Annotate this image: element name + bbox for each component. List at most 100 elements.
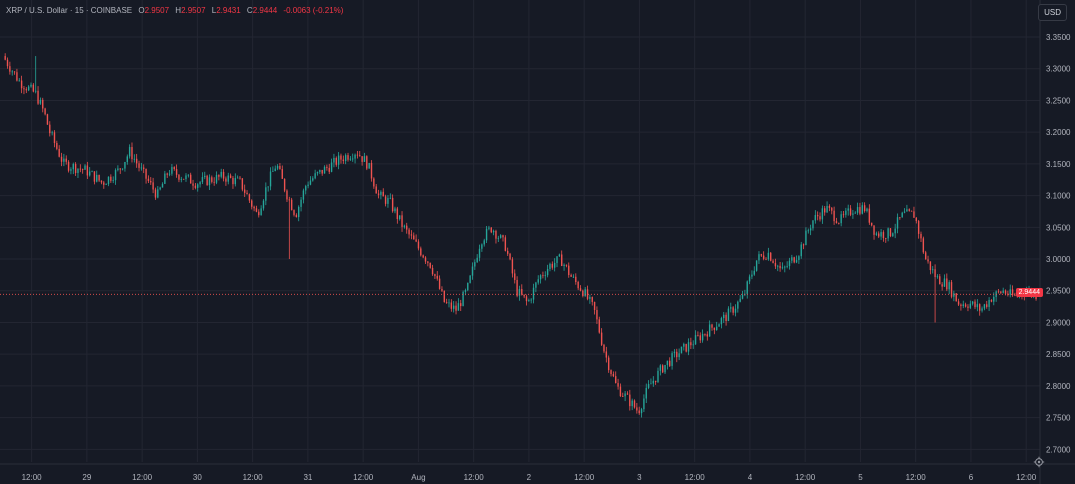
candle-body (708, 324, 711, 337)
candle-body (511, 259, 514, 274)
x-axis[interactable]: 12:00 29 12:00 30 12:00 31 12:00 Aug 12:00 2 12:00… (0, 463, 1075, 482)
candle-body (589, 297, 591, 299)
candle-body (30, 84, 32, 87)
candle-body (452, 305, 455, 309)
candle-body (347, 155, 349, 160)
candle-body (6, 59, 9, 67)
candle-body (194, 185, 197, 188)
candle-body (387, 198, 389, 204)
x-tick-label: Aug (411, 473, 425, 482)
candle-body (159, 187, 161, 190)
candle-body (96, 174, 98, 182)
candle-body (878, 233, 880, 237)
candle-body (173, 167, 175, 170)
candle-body (443, 290, 446, 303)
candle-body (192, 183, 194, 186)
x-tick-label: 29 (82, 473, 91, 482)
candle-body (220, 171, 222, 177)
candle-body (840, 214, 842, 224)
candle-body (39, 99, 42, 104)
candle-body (741, 294, 744, 299)
candle-body (168, 173, 171, 175)
candle-body (816, 215, 819, 217)
candle-body (807, 230, 809, 232)
candle-body (544, 275, 546, 276)
candle-body (913, 211, 915, 218)
candle-body (46, 114, 49, 125)
x-tick-label: 3 (637, 473, 642, 482)
y-tick-label: 2.7000 (1046, 445, 1071, 454)
candle-body (570, 274, 572, 277)
candle-body (582, 290, 584, 296)
settings-icon[interactable] (1033, 456, 1045, 468)
candle-body (368, 162, 370, 169)
candle-body (140, 167, 143, 169)
candle-body (514, 273, 516, 280)
candle-body (809, 228, 812, 231)
candle-body (42, 99, 44, 109)
y-tick-label: 3.1000 (1046, 192, 1071, 201)
candle-body (633, 400, 636, 408)
candle-body (243, 189, 246, 193)
candle-body (833, 210, 835, 222)
candle-body (939, 276, 941, 285)
candle-body (314, 173, 316, 179)
candle-body (32, 84, 35, 92)
candle-body (462, 291, 464, 307)
candle-body (591, 297, 593, 302)
candle-body (798, 256, 800, 261)
candle-body (835, 221, 838, 224)
candle-body (924, 252, 927, 260)
candle-body (457, 303, 460, 311)
x-tick-label: 30 (193, 473, 202, 482)
candle-body (831, 207, 833, 211)
candle-body (406, 225, 408, 230)
candle-body (84, 165, 86, 170)
candle-body (908, 209, 910, 211)
candle-body (762, 255, 765, 259)
candle-body (539, 275, 542, 280)
candle-body (276, 165, 279, 169)
candle-body (330, 162, 333, 172)
candle-body (988, 300, 990, 307)
candle-body (894, 228, 896, 234)
candle-body (27, 86, 30, 91)
candle-body (892, 233, 894, 237)
candle-body (767, 252, 770, 260)
candle-body (152, 182, 154, 190)
candle-body (81, 169, 84, 170)
x-tick-label: 12:00 (574, 473, 595, 482)
candle-body (49, 124, 51, 134)
candle-body (370, 162, 373, 179)
candle-body (438, 278, 441, 289)
candle-body (16, 72, 18, 81)
currency-button[interactable]: USD (1038, 4, 1067, 21)
candle-body (957, 301, 960, 305)
candle-body (25, 89, 28, 91)
candle-body (737, 301, 739, 309)
candle-body (93, 171, 96, 182)
candle-body (673, 351, 676, 354)
candle-body (103, 182, 105, 185)
candle-body (910, 210, 913, 212)
candle-body (631, 400, 633, 407)
change-value: -0.0063 (-0.21%) (283, 6, 344, 15)
y-axis[interactable]: 3.3500 3.3000 3.2500 3.2000 3.1500 3.1000 3.05… (1039, 0, 1071, 484)
last-price-tag: 2.9444 (1015, 288, 1043, 298)
candle-body (391, 197, 394, 212)
candle-body (478, 248, 481, 258)
candle-body (312, 178, 314, 181)
candle-body (821, 208, 824, 220)
candle-body (215, 174, 218, 183)
candle-body (934, 269, 936, 278)
candle-body (842, 214, 845, 216)
x-tick-label: 12:00 (906, 473, 927, 482)
candle-body (638, 410, 640, 414)
candle-body (647, 383, 650, 388)
low-value: 2.9431 (216, 6, 241, 15)
candle-body (262, 200, 265, 209)
candle-body (286, 190, 288, 200)
candle-body (734, 308, 737, 313)
